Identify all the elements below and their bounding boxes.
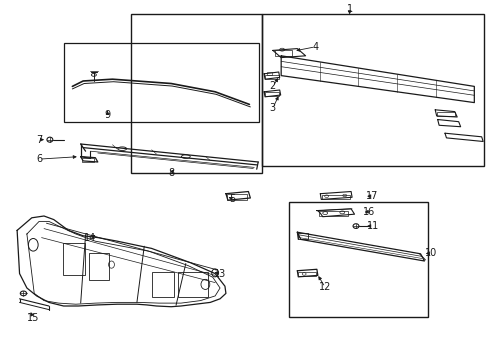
Text: 2: 2 [269, 81, 275, 91]
Ellipse shape [47, 137, 53, 142]
Bar [89, 253, 108, 280]
Bar [318, 211, 347, 216]
Bar [131, 14, 261, 173]
Bar [298, 272, 315, 276]
Text: 4: 4 [312, 42, 318, 52]
Bar [151, 272, 173, 297]
Text: 10: 10 [424, 248, 437, 258]
Text: 17: 17 [366, 191, 378, 201]
Bar [264, 75, 278, 79]
Text: 15: 15 [27, 312, 40, 323]
Text: 1: 1 [346, 4, 352, 14]
Bar [298, 233, 307, 239]
Bar [321, 195, 349, 199]
Text: 12: 12 [318, 282, 331, 292]
Bar [227, 194, 246, 200]
Bar [274, 50, 291, 56]
Text: 3: 3 [269, 103, 275, 113]
Bar [178, 272, 207, 297]
Ellipse shape [352, 224, 358, 229]
Bar [261, 14, 483, 166]
Text: 16: 16 [362, 207, 375, 217]
Ellipse shape [20, 291, 26, 296]
Text: 7: 7 [36, 135, 42, 145]
Bar [62, 243, 84, 275]
Text: 8: 8 [168, 168, 174, 178]
Text: 13: 13 [213, 269, 226, 279]
Text: 6: 6 [36, 154, 42, 164]
Text: 9: 9 [104, 110, 110, 120]
Text: 5: 5 [229, 194, 235, 204]
Bar [288, 202, 427, 317]
Text: 11: 11 [366, 221, 378, 231]
Ellipse shape [91, 73, 96, 76]
Bar [82, 158, 94, 162]
Bar [264, 92, 278, 96]
Bar [436, 112, 454, 116]
Text: 14: 14 [84, 233, 97, 243]
Bar [266, 72, 272, 75]
Bar [63, 43, 259, 122]
